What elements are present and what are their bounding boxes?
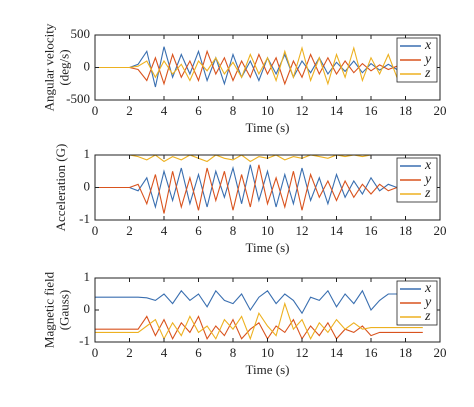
y-tick-label: 0 [84, 178, 91, 193]
legend-label: z [424, 309, 431, 324]
x-tick-label: 18 [399, 345, 412, 360]
x-axis-label: Time (s) [246, 240, 290, 255]
x-tick-label: 14 [330, 223, 344, 238]
x-tick-label: 10 [261, 345, 274, 360]
legend-label: z [424, 186, 431, 201]
y-tick-label: 0 [84, 58, 91, 73]
x-tick-label: 2 [126, 103, 133, 118]
x-tick-label: 20 [434, 223, 447, 238]
series-line [95, 154, 423, 163]
x-tick-label: 16 [365, 345, 379, 360]
x-tick-label: 8 [230, 345, 237, 360]
x-tick-label: 8 [230, 103, 237, 118]
series-line [95, 49, 423, 86]
axes-frame [94, 34, 441, 101]
y-tick-label: 500 [71, 26, 91, 41]
series-line [95, 164, 423, 210]
y-tick-label: 1 [84, 269, 91, 284]
y-axis-label: Magnetic field [41, 271, 56, 348]
x-tick-label: 20 [434, 103, 447, 118]
legend-label: x [424, 158, 432, 173]
x-tick-label: 8 [230, 223, 237, 238]
y-tick-label: -500 [66, 91, 90, 106]
legend-label: z [424, 66, 431, 81]
legend-label: y [423, 172, 432, 187]
x-tick-label: 4 [161, 103, 168, 118]
x-axis-label: Time (s) [246, 362, 290, 377]
legend-label: x [424, 281, 432, 296]
x-axis-label: Time (s) [246, 120, 290, 135]
y-tick-label: -1 [79, 333, 90, 348]
y-axis-label: Acceleration (G) [53, 144, 68, 232]
y-axis-label: (Gauss) [56, 290, 71, 330]
x-tick-label: 12 [296, 223, 309, 238]
y-tick-label: 1 [84, 146, 91, 161]
legend-label: y [423, 52, 432, 67]
x-tick-label: 16 [365, 223, 379, 238]
series-line [95, 164, 423, 214]
x-tick-label: 12 [296, 345, 309, 360]
x-tick-label: 6 [195, 345, 202, 360]
x-tick-label: 6 [195, 103, 202, 118]
x-tick-label: 4 [161, 345, 168, 360]
x-tick-label: 6 [195, 223, 202, 238]
legend-label: x [424, 38, 432, 53]
series-line [95, 45, 423, 86]
x-tick-label: 14 [330, 103, 344, 118]
y-axis-label: Angular velocity [41, 23, 56, 111]
x-tick-label: 4 [161, 223, 168, 238]
x-tick-label: 2 [126, 223, 133, 238]
axes-frame [94, 154, 441, 221]
series-line [95, 301, 423, 341]
x-tick-label: 20 [434, 345, 447, 360]
series-line [95, 289, 423, 315]
x-tick-label: 14 [330, 345, 344, 360]
x-tick-label: 16 [365, 103, 379, 118]
x-tick-label: 18 [399, 103, 412, 118]
series-line [95, 46, 423, 88]
x-tick-label: 2 [126, 345, 133, 360]
x-tick-label: 0 [92, 103, 99, 118]
x-tick-label: 10 [261, 103, 274, 118]
x-tick-label: 12 [296, 103, 309, 118]
x-tick-label: 0 [92, 345, 99, 360]
x-tick-label: 0 [92, 223, 99, 238]
series-line [95, 315, 423, 341]
y-axis-label: (deg/s) [56, 49, 71, 85]
x-tick-label: 10 [261, 223, 274, 238]
y-tick-label: 0 [84, 301, 91, 316]
y-tick-label: -1 [79, 211, 90, 226]
legend-label: y [423, 295, 432, 310]
x-tick-label: 18 [399, 223, 412, 238]
